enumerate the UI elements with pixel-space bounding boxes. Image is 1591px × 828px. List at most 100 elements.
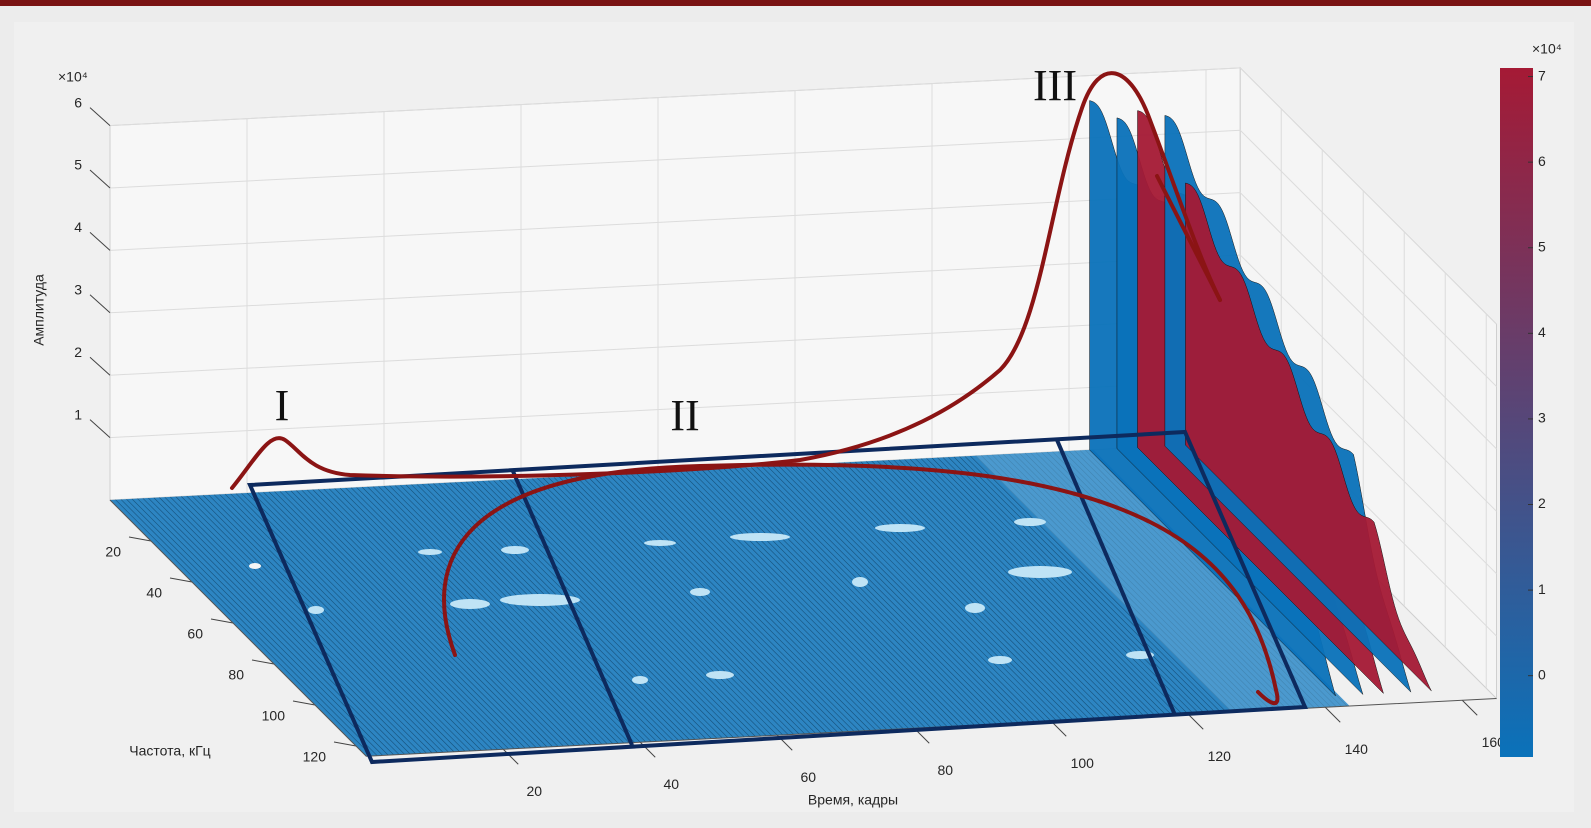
surface-mesh-line <box>170 496 427 754</box>
surface-mesh-line <box>471 481 729 738</box>
grid-line <box>109 67 1497 325</box>
surface-mesh-line <box>334 488 592 745</box>
colorbar-tick-label: 1 <box>1538 581 1546 597</box>
surface <box>109 449 1350 757</box>
surface-mesh-line <box>915 458 1173 716</box>
colorbar-tick-label: 6 <box>1538 153 1546 169</box>
surface-mesh-line <box>498 479 756 737</box>
colorbar-tick-label: 4 <box>1538 324 1546 340</box>
surface-mesh-line <box>378 486 635 743</box>
surface-mesh-line <box>701 469 959 727</box>
surface-mesh-line <box>635 472 893 730</box>
x-axis-label: Время, кадры <box>808 792 898 808</box>
surface-mesh-line <box>438 482 696 740</box>
surface-mesh-line <box>948 456 1205 714</box>
surface-mesh-line <box>361 486 619 744</box>
surface-mesh-line <box>893 459 1151 717</box>
surface-mesh-line <box>657 471 915 729</box>
colorbar-ticks: 0 1 2 3 4 5 6 7 <box>1528 67 1546 682</box>
surface-mesh-line <box>953 456 1211 714</box>
z-tick-label: 2 <box>74 344 82 360</box>
surface-mesh-line <box>553 477 811 734</box>
surface-mesh-line <box>898 459 1156 717</box>
surface-mesh-line <box>427 483 685 741</box>
surface-mesh-line <box>285 490 542 748</box>
colorbar-tick-label: 7 <box>1538 67 1546 83</box>
surface-mesh-line <box>772 465 1030 723</box>
y-tick-label: 60 <box>187 626 203 642</box>
surface-mesh-line <box>800 464 1057 722</box>
surface-mesh-line <box>887 460 1145 717</box>
surface-mesh-line <box>581 475 838 733</box>
annotation: III <box>1033 61 1077 110</box>
surface-mesh-line <box>164 496 422 754</box>
surface-mesh-line <box>208 494 466 752</box>
x-tick-label: 160 <box>1482 734 1506 750</box>
surface-mesh-line <box>455 482 712 739</box>
z-tick <box>89 169 111 189</box>
surface-mesh-line <box>608 474 866 731</box>
surface-mesh-line <box>131 498 389 756</box>
surface-mesh-line <box>323 488 581 746</box>
z-tick-label: 3 <box>74 282 82 298</box>
surface-mesh-line <box>904 459 1162 716</box>
y-axis-label: Частота, кГц <box>129 743 210 759</box>
surface-mesh-line <box>761 466 1019 724</box>
surface-mesh-line <box>356 487 614 744</box>
y-tick <box>333 741 357 747</box>
surface-mesh-line <box>367 486 625 744</box>
surface-mesh-line <box>838 462 1096 720</box>
surface-mesh-line <box>712 468 970 726</box>
surface-mesh-line <box>811 463 1068 721</box>
surface-mesh-line <box>307 489 564 747</box>
surface-mesh-line <box>531 478 789 735</box>
grid-line <box>109 129 1497 387</box>
surface-mesh-line <box>559 476 816 734</box>
surface-mesh-line <box>597 474 855 732</box>
top-bar <box>0 0 1591 6</box>
sketch-curves <box>230 71 1280 705</box>
surface-mesh-line <box>246 492 504 750</box>
surface-mesh-line <box>142 498 400 755</box>
surface-mesh-line <box>515 479 772 736</box>
surface-mesh-line <box>263 491 520 749</box>
surface-mesh-line <box>290 490 548 748</box>
surface-mesh-line <box>224 493 482 751</box>
colorbar-tick-label: 5 <box>1538 238 1546 254</box>
x-tick-label: 40 <box>663 776 679 792</box>
grid-line <box>109 192 1497 450</box>
x-tick-label: 100 <box>1071 755 1095 771</box>
envelope-curve <box>230 71 1222 490</box>
surface-mesh-line <box>383 485 641 743</box>
z-tick-label: 4 <box>74 219 82 235</box>
x-tick <box>1461 699 1478 716</box>
surface-mesh-line <box>822 463 1079 721</box>
surface-mesh-line <box>909 458 1167 716</box>
surface-mesh-line <box>296 490 553 747</box>
y-tick-label: 80 <box>228 667 244 683</box>
surface-mesh-line <box>120 499 378 756</box>
surface-mesh-line <box>175 496 433 754</box>
x-tick-label: 120 <box>1208 748 1232 764</box>
y-tick <box>169 577 193 583</box>
surface-mesh-line <box>718 468 975 726</box>
surface-edge <box>975 449 1350 713</box>
x-tick-label: 60 <box>800 769 816 785</box>
surface-mesh-line <box>696 469 953 727</box>
surface-mesh-line <box>389 485 646 743</box>
ridge <box>1185 182 1432 692</box>
surface-mesh-line <box>394 485 652 742</box>
surface-mesh-line <box>537 477 794 735</box>
surface-mesh-line <box>833 462 1090 720</box>
surface-mesh-line <box>783 465 1041 723</box>
annotation: I <box>275 381 290 430</box>
surface-mesh-line <box>739 467 997 725</box>
surface-mesh-line <box>520 478 778 736</box>
z-axis-label: Амплитуда <box>31 274 47 346</box>
surface-mesh-line <box>570 476 827 733</box>
surface-mesh-line <box>723 468 981 726</box>
surface-mesh-line <box>460 481 718 739</box>
surface-mesh-line <box>964 456 1222 713</box>
surface-mesh-line <box>153 497 411 755</box>
